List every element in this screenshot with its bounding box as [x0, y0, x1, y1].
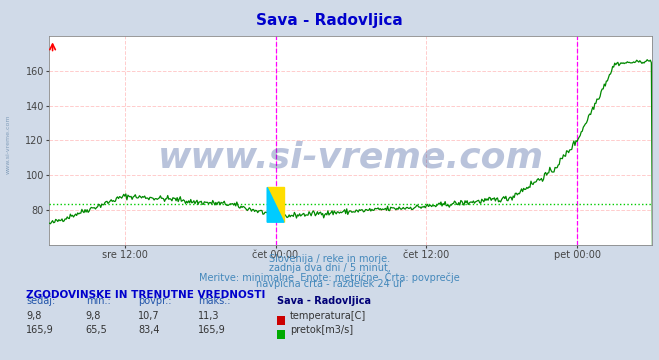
Text: 165,9: 165,9 [26, 325, 54, 335]
Text: 65,5: 65,5 [86, 325, 107, 335]
Text: 165,9: 165,9 [198, 325, 225, 335]
Text: 11,3: 11,3 [198, 311, 219, 321]
Text: 83,4: 83,4 [138, 325, 160, 335]
Polygon shape [267, 187, 284, 222]
Text: Sava - Radovljica: Sava - Radovljica [256, 13, 403, 28]
Text: min.:: min.: [86, 296, 111, 306]
Bar [267, 188, 284, 222]
Text: ZGODOVINSKE IN TRENUTNE VREDNOSTI: ZGODOVINSKE IN TRENUTNE VREDNOSTI [26, 290, 266, 300]
Text: 9,8: 9,8 [26, 311, 42, 321]
Text: zadnja dva dni / 5 minut.: zadnja dva dni / 5 minut. [269, 263, 390, 273]
Text: www.si-vreme.com: www.si-vreme.com [5, 114, 11, 174]
Text: maks.:: maks.: [198, 296, 230, 306]
Text: 9,8: 9,8 [86, 311, 101, 321]
Text: 10,7: 10,7 [138, 311, 160, 321]
Text: pretok[m3/s]: pretok[m3/s] [290, 325, 353, 335]
Text: www.si-vreme.com: www.si-vreme.com [158, 140, 544, 174]
Text: sedaj:: sedaj: [26, 296, 55, 306]
Text: Slovenija / reke in morje.: Slovenija / reke in morje. [269, 254, 390, 264]
Text: Meritve: minimalne  Enote: metrične  Črta: povprečje: Meritve: minimalne Enote: metrične Črta:… [199, 271, 460, 283]
Text: navpična črta - razdelek 24 ur: navpična črta - razdelek 24 ur [256, 279, 403, 289]
Text: temperatura[C]: temperatura[C] [290, 311, 366, 321]
Polygon shape [267, 187, 284, 222]
Text: povpr.:: povpr.: [138, 296, 172, 306]
Text: Sava - Radovljica: Sava - Radovljica [277, 296, 371, 306]
